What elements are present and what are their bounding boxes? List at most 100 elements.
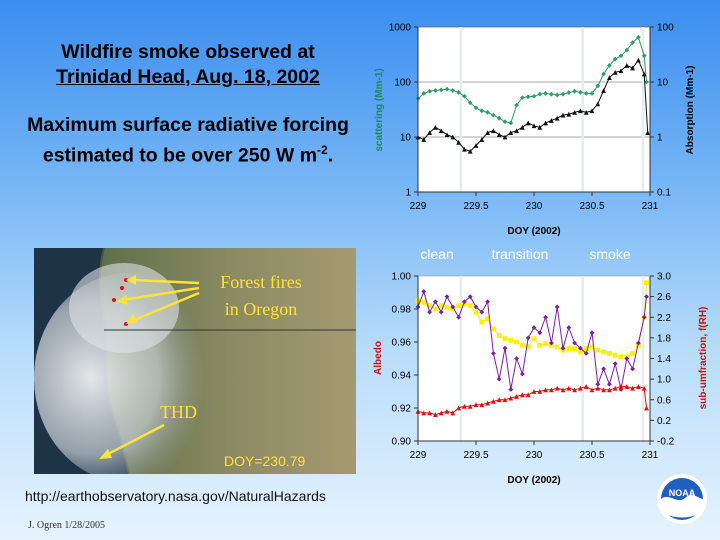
data-point [572,346,577,351]
data-point [531,123,537,129]
y-axis-label-left: scattering (Mm-1) [374,68,385,151]
y-tick-label-right: -0.2 [657,437,675,448]
data-point [601,88,606,93]
data-point [421,91,427,96]
subtitle-sup: -2 [317,143,328,157]
data-point [618,68,624,74]
data-point [644,405,649,411]
site-arrow [105,423,165,457]
data-point [560,91,566,97]
data-point [578,349,583,355]
data-point [514,356,519,361]
data-point [421,300,427,305]
source-url[interactable]: http://earthobservatory.nasa.gov/Natural… [25,488,326,504]
data-point [479,137,485,142]
data-point [450,88,456,93]
data-point [554,115,560,121]
period-label-smoke: smoke [589,246,630,262]
data-point [543,387,548,393]
data-point [560,387,566,393]
data-point [444,304,450,310]
data-point [566,111,572,117]
x-tick-label: 230 [526,201,543,212]
satellite-scene: Forest fires in Oregon THD DOY=230.79 [34,248,356,474]
data-point [595,83,601,89]
data-point [578,345,583,351]
data-point [485,130,490,136]
data-point [607,387,612,393]
y-tick-label-right: 10 [657,78,669,89]
data-point [462,299,467,305]
data-point [630,366,635,372]
data-point [502,336,508,342]
data-point [644,294,649,300]
data-point [531,389,537,394]
x-tick-label: 231 [642,450,659,461]
doy-label: DOY=230.79 [224,453,306,469]
site-arrowhead [99,449,112,459]
data-point [560,345,566,351]
data-point [491,326,496,332]
data-point [554,344,560,350]
x-tick-label: 230.5 [579,201,604,212]
data-point [479,319,485,325]
data-point [514,339,519,345]
data-point [433,299,438,305]
albedo-chart: 229 229.5 230 230.5 231 0.90 0.92 0.94 0.96 0.98 1… [373,272,709,487]
y-axis-label-right: sub-umfraction, f(RH) [698,307,709,410]
data-point [508,130,514,136]
data-point [572,88,577,94]
data-point [520,371,525,377]
data-point [566,385,572,391]
data-point [438,303,444,309]
data-point [578,385,583,391]
fire-arrow [131,291,200,323]
data-point [630,385,635,391]
data-point [496,132,502,138]
data-point [444,132,450,138]
y-tick-label-right: 100 [657,23,674,34]
x-tick-label: 229 [410,450,427,461]
data-point [520,124,525,130]
data-point [537,124,543,130]
data-point [525,335,531,341]
data-point [618,387,624,392]
data-point [473,143,479,148]
y-tick-label-left: 0.96 [392,338,412,349]
fire-label-line-1: Forest fires [220,272,301,292]
fire-arrowhead [126,275,136,285]
y-tick-label-left: 10 [400,133,412,144]
y-axis-label-right: Absorption (Mm-1) [685,66,696,155]
data-point [549,387,554,393]
data-point [467,403,473,409]
data-point [607,75,612,81]
data-point [641,71,647,77]
data-point [427,88,432,94]
data-point [554,385,560,391]
title-line-2: Trinidad Head, Aug. 18, 2002 [56,66,320,88]
data-point [427,130,432,136]
data-point [456,303,461,309]
data-point [473,309,479,315]
data-point [645,130,651,136]
y-tick-label-left: 0.90 [392,437,412,448]
data-point [583,91,589,96]
data-point [491,128,496,134]
data-point [496,333,502,338]
data-point [583,384,589,389]
data-point [612,361,618,367]
y-tick-label-left: 1 [405,188,411,199]
fire-arrow [131,278,200,285]
data-point [549,91,554,97]
data-point [508,120,514,126]
data-point [525,392,531,398]
data-point [630,351,635,356]
data-point [520,342,525,348]
data-point [520,95,525,101]
noaa-logo-text: NOAA [669,488,696,498]
data-point [636,57,641,63]
data-point [572,340,577,346]
fire-arrowhead [116,295,127,305]
data-point [514,128,519,134]
data-point [537,91,543,97]
